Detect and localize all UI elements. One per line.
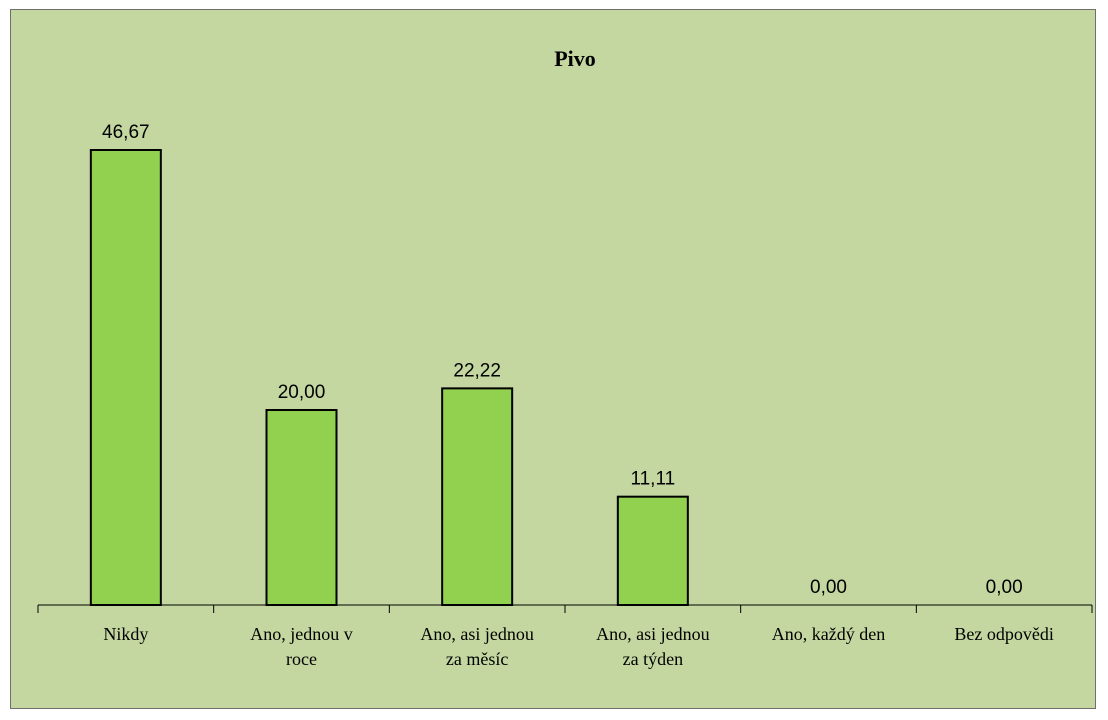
data-label: 0,00: [810, 577, 847, 598]
category-label: za měsíc: [446, 649, 508, 669]
data-label: 11,11: [630, 469, 675, 490]
category-label: Ano, jednou v: [250, 624, 353, 644]
data-label: 0,00: [986, 577, 1023, 598]
category-label: roce: [286, 649, 317, 669]
bars-group: [89, 149, 689, 607]
bar: [441, 387, 514, 607]
bar: [265, 409, 338, 606]
category-label: za týden: [623, 649, 683, 669]
category-label: Bez odpovědi: [954, 624, 1053, 644]
chart-frame: [10, 9, 1096, 709]
x-axis: [37, 604, 1093, 613]
category-label: Ano, každý den: [772, 624, 885, 644]
category-labels-group: Nikdy Ano, jednou v roce Ano, asi jednou za …: [103, 624, 1054, 669]
data-labels-group: 46,67 20,00 22,22 11,11 0,00 0,00: [102, 122, 1023, 598]
category-label: Nikdy: [103, 624, 148, 644]
data-label: 20,00: [278, 382, 326, 403]
chart-title: Pivo: [554, 46, 596, 71]
bar: [89, 149, 162, 606]
data-label: 22,22: [453, 360, 501, 381]
category-label: Ano, asi jednou: [420, 624, 533, 644]
bar: [616, 495, 689, 607]
data-label: 46,67: [102, 122, 150, 143]
category-label: Ano, asi jednou: [596, 624, 709, 644]
